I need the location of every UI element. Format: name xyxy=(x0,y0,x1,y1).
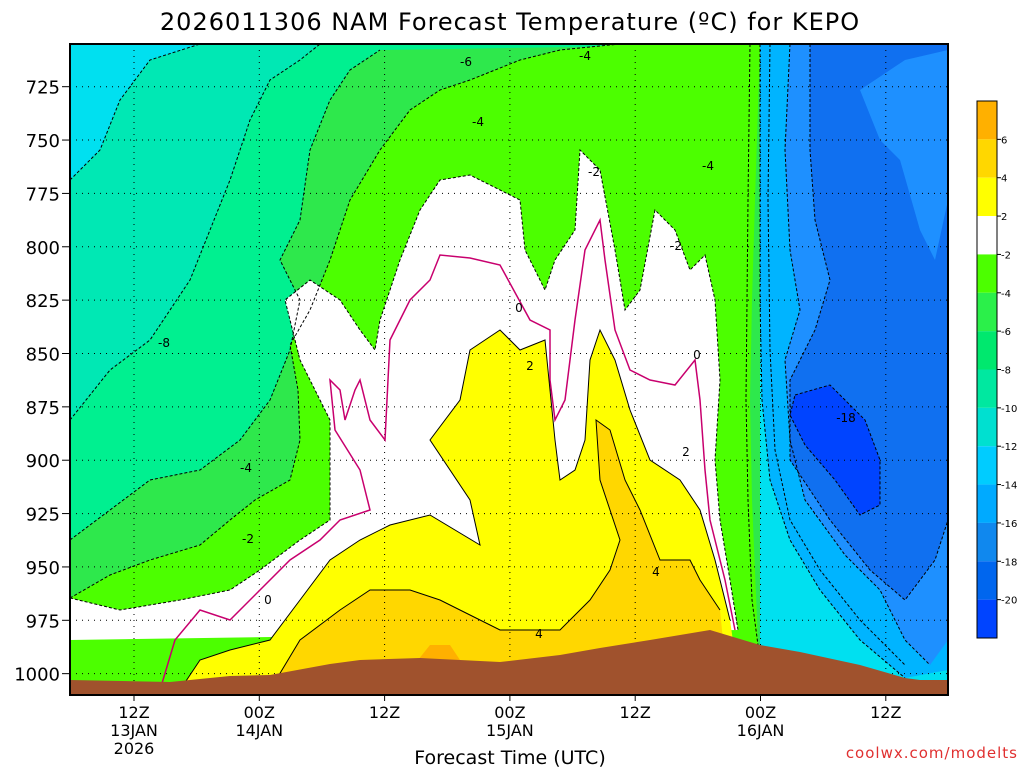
x-tick-label: 15JAN xyxy=(486,721,534,740)
colorbar-tick-label: 2 xyxy=(1001,212,1007,223)
contour-neg xyxy=(70,49,381,541)
y-tick-label: 1000 xyxy=(14,665,60,686)
x-tick-label: 16JAN xyxy=(737,721,785,740)
y-tick-label: 950 xyxy=(26,558,60,579)
y-tick-label: 900 xyxy=(26,451,60,472)
contour-neg xyxy=(70,148,739,631)
x-tick-label: 14JAN xyxy=(235,721,283,740)
contour-label: -2 xyxy=(670,239,682,253)
colorbar-segment xyxy=(977,216,997,255)
gridlines xyxy=(70,44,948,695)
contour-label: 0 xyxy=(264,593,272,607)
contour-neg xyxy=(789,44,948,601)
y-tick-label: 875 xyxy=(26,398,60,419)
x-tick-label: 00Z xyxy=(494,703,525,722)
contour-neg xyxy=(70,44,321,421)
contour-neg xyxy=(745,44,761,661)
x-tick-label: 2026 xyxy=(114,739,155,758)
y-tick-label: 725 xyxy=(26,78,60,99)
contour-label: 4 xyxy=(535,627,543,641)
contour-label: 2 xyxy=(526,359,534,373)
y-tick-label: 925 xyxy=(26,505,60,526)
plot-area xyxy=(70,44,948,695)
x-tick-label: 00Z xyxy=(745,703,776,722)
y-tick-label: 750 xyxy=(26,131,60,152)
contour-pos xyxy=(179,328,731,691)
fill-gold xyxy=(270,420,728,690)
contour-label: 0 xyxy=(693,348,701,362)
colorbar-segment xyxy=(977,407,997,447)
x-tick-label: 12Z xyxy=(620,703,651,722)
contour-label: 0 xyxy=(515,301,523,315)
colorbar-segment xyxy=(977,292,997,332)
contour-label: -4 xyxy=(472,115,484,129)
colorbar-segment xyxy=(977,561,997,600)
colorbar-tick-label: -4 xyxy=(1001,289,1011,300)
colorbar-tick-label: -12 xyxy=(1001,442,1017,453)
y-axis: 725 750 775 800 825 850 875 900 925 950 975 1000 xyxy=(14,78,70,686)
x-tick-label: 00Z xyxy=(244,703,275,722)
y-tick-label: 975 xyxy=(26,611,60,632)
contour-neg xyxy=(789,384,881,516)
contour-label: -4 xyxy=(240,461,252,475)
colorbar-tick-label: -8 xyxy=(1001,366,1011,377)
contour-neg xyxy=(784,44,931,666)
colorbar-segment xyxy=(977,177,997,217)
fill-cold-deep xyxy=(790,385,880,515)
colorbar-tick-label: -16 xyxy=(1001,519,1017,530)
colorbar-tick-label: -14 xyxy=(1001,481,1017,492)
fill-cold-upper xyxy=(860,50,948,260)
y-tick-label: 850 xyxy=(26,344,60,365)
contour-labels: -6 -4 -4 -4 -2 -2 -8 -4 -2 0 0 0 2 2 4 4 -18 xyxy=(158,49,856,641)
colorbar-tick-label: -18 xyxy=(1001,557,1017,568)
colorbar-segment xyxy=(977,139,997,178)
contour-neg xyxy=(759,44,906,679)
colorbar-tick-label: 4 xyxy=(1001,174,1007,185)
contour-label: 2 xyxy=(682,445,690,459)
fill-orange xyxy=(418,645,460,660)
contour-pos xyxy=(269,418,721,691)
chart-title: 2026011306 NAM Forecast Temperature (ºC)… xyxy=(160,8,860,36)
colorbar-segment xyxy=(977,446,997,485)
colorbar: 6 4 2 -2 -4 -6 -8 -10 -12 -14 -16 -18 -20 xyxy=(976,100,1017,639)
contour-label: 4 xyxy=(652,565,660,579)
colorbar-tick-label: -10 xyxy=(1001,404,1017,415)
contour-label: -6 xyxy=(460,55,472,69)
contour-label: -4 xyxy=(702,159,714,173)
contour-neg xyxy=(70,44,621,599)
contour-neg xyxy=(70,44,201,181)
x-tick-label: 13JAN xyxy=(110,721,158,740)
credit-link[interactable]: coolwx.com/modelts xyxy=(846,744,1018,762)
plot-frame xyxy=(69,43,949,696)
colorbar-segment xyxy=(977,369,997,408)
colorbar-segment xyxy=(977,331,997,370)
terrain xyxy=(70,630,948,695)
contour-neg xyxy=(767,44,906,666)
contour-zero xyxy=(159,217,736,691)
colorbar-segment xyxy=(977,101,997,140)
colorbar-segment xyxy=(977,522,997,562)
y-tick-label: 825 xyxy=(26,291,60,312)
y-tick-label: 775 xyxy=(26,184,60,205)
contour-label: -18 xyxy=(836,411,856,425)
colorbar-segment xyxy=(977,484,997,523)
contour-lines xyxy=(70,44,948,691)
colorbar-tick-label: -2 xyxy=(1001,250,1011,261)
x-tick-label: 12Z xyxy=(870,703,901,722)
contour-label: -8 xyxy=(158,336,170,350)
contour-label: -4 xyxy=(579,49,591,63)
colorbar-tick-label: -6 xyxy=(1001,327,1011,338)
colorbar-tick-label: -20 xyxy=(1001,596,1017,607)
x-tick-label: 12Z xyxy=(118,703,149,722)
colorbar-segment xyxy=(977,599,997,638)
y-tick-label: 800 xyxy=(26,238,60,259)
x-tick-label: 12Z xyxy=(369,703,400,722)
contour-label: -2 xyxy=(242,532,254,546)
x-axis-label: Forecast Time (UTC) xyxy=(414,747,605,768)
colorbar-tick-label: 6 xyxy=(1001,135,1007,146)
colorbar-segment xyxy=(977,254,997,293)
contour-label: -2 xyxy=(588,165,600,179)
